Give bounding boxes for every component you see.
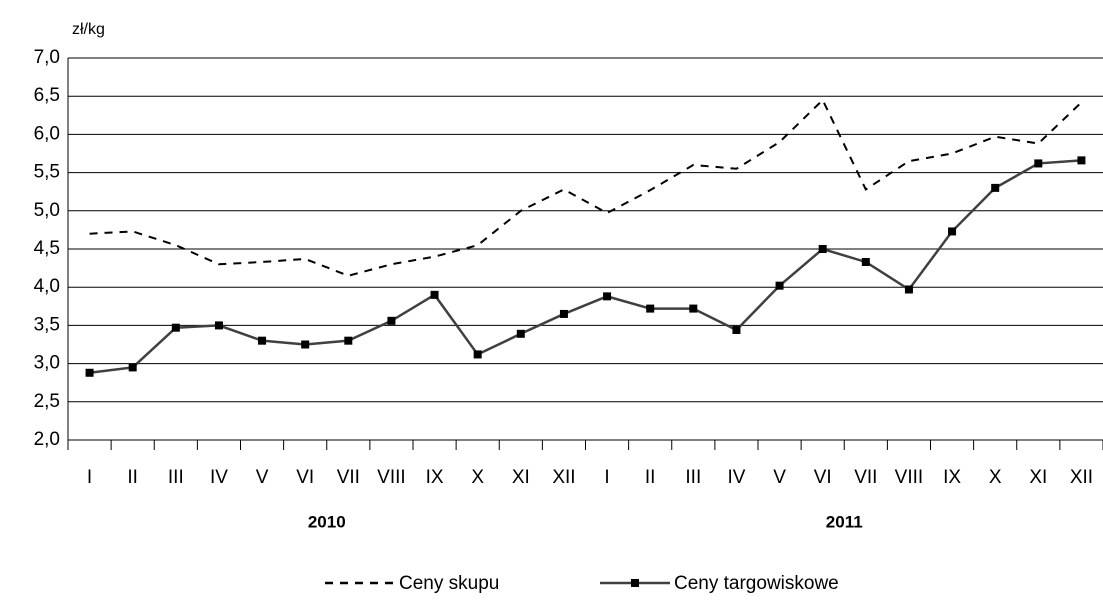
group-label: 2011 — [826, 512, 863, 531]
group-label: 2010 — [308, 512, 346, 531]
x-tick-label: X — [989, 467, 1002, 488]
y-tick-label: 2,5 — [34, 391, 60, 412]
x-tick-label: IV — [727, 467, 745, 488]
point — [904, 285, 913, 294]
point — [775, 281, 784, 290]
x-tick-label: XI — [1029, 467, 1047, 488]
point — [732, 325, 741, 334]
x-tick-label: VIII — [895, 467, 924, 488]
y-tick-label: 3,0 — [34, 353, 60, 374]
point — [473, 350, 482, 359]
x-tick-label: III — [685, 467, 701, 488]
x-tick-label: V — [773, 467, 786, 488]
x-tick-label: VIII — [377, 467, 406, 488]
point — [818, 245, 827, 253]
point — [559, 309, 568, 318]
legend-label: Ceny targowiskowe — [674, 573, 839, 594]
point — [171, 323, 180, 332]
point — [646, 304, 655, 313]
x-tick-label: VI — [296, 467, 314, 488]
point — [1077, 156, 1086, 165]
x-tick-label: XI — [512, 467, 530, 488]
y-tick-label: 3,5 — [34, 314, 60, 335]
y-tick-label: 6,5 — [34, 85, 60, 106]
series-line — [89, 98, 1083, 277]
x-tick-label: VII — [337, 467, 360, 488]
point — [948, 227, 957, 236]
x-tick-label: I — [604, 467, 609, 488]
point — [603, 292, 612, 301]
y-tick-label: 6,0 — [34, 123, 60, 144]
x-tick-label: XII — [552, 467, 575, 488]
y-tick-label: 7,0 — [34, 47, 60, 68]
x-tick-label: X — [471, 467, 484, 488]
point — [861, 257, 870, 266]
y-tick-label: 2,0 — [34, 429, 60, 450]
y-tick-label: 5,0 — [34, 200, 60, 221]
point — [516, 329, 525, 338]
y-tick-label: 4,5 — [34, 238, 60, 259]
x-tick-label: XII — [1070, 467, 1093, 488]
y-axis-label: zł/kg — [72, 21, 105, 38]
y-tick-label: 5,5 — [34, 162, 60, 183]
point — [1034, 159, 1043, 168]
x-tick-label: IX — [426, 467, 444, 488]
x-tick-label: II — [645, 467, 656, 488]
point — [85, 368, 94, 377]
point — [387, 316, 396, 325]
x-tick-label: II — [127, 467, 138, 488]
point — [258, 336, 267, 345]
point — [301, 340, 310, 349]
point — [214, 321, 223, 330]
legend-label: Ceny skupu — [399, 573, 499, 594]
x-tick-label: III — [168, 467, 184, 488]
legend-marker — [631, 579, 639, 587]
x-tick-label: IX — [943, 467, 961, 488]
point — [344, 336, 353, 345]
x-tick-label: VI — [814, 467, 832, 488]
point — [991, 183, 1000, 192]
x-tick-label: IV — [210, 467, 228, 488]
x-tick-label: I — [87, 467, 92, 488]
point — [128, 363, 137, 372]
point — [430, 290, 439, 299]
y-tick-label: 4,0 — [34, 276, 60, 297]
x-tick-label: VII — [854, 467, 877, 488]
series-line — [89, 159, 1082, 375]
point — [689, 304, 698, 313]
x-tick-label: V — [256, 467, 269, 488]
